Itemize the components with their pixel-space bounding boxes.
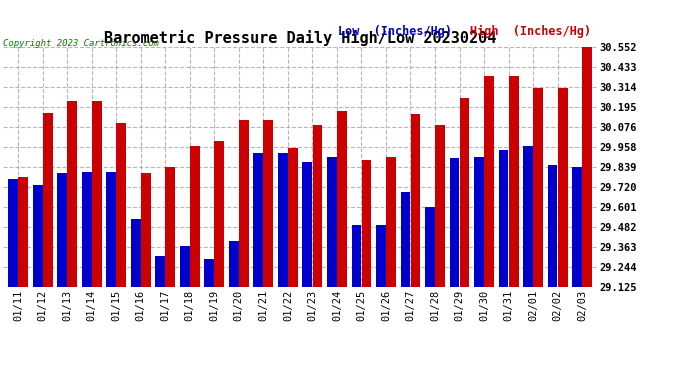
Bar — [362, 160, 371, 287]
Bar — [548, 165, 558, 287]
Bar — [32, 185, 43, 287]
Bar — [450, 158, 460, 287]
Bar — [204, 259, 214, 287]
Bar — [386, 156, 396, 287]
Bar — [18, 177, 28, 287]
Bar — [141, 173, 150, 287]
Bar — [484, 76, 494, 287]
Bar — [68, 101, 77, 287]
Bar — [131, 219, 141, 287]
Bar — [435, 124, 445, 287]
Bar — [376, 225, 386, 287]
Legend: Low  (Inches/Hg), High  (Inches/Hg): Low (Inches/Hg), High (Inches/Hg) — [325, 25, 591, 38]
Bar — [57, 173, 67, 287]
Bar — [190, 147, 199, 287]
Bar — [155, 256, 165, 287]
Bar — [166, 166, 175, 287]
Text: Copyright 2023 Cartronics.com: Copyright 2023 Cartronics.com — [3, 39, 159, 48]
Bar — [302, 162, 313, 287]
Bar — [533, 88, 543, 287]
Bar — [401, 192, 411, 287]
Bar — [499, 150, 509, 287]
Bar — [327, 156, 337, 287]
Title: Barometric Pressure Daily High/Low 20230204: Barometric Pressure Daily High/Low 20230… — [104, 30, 496, 46]
Bar — [474, 156, 484, 287]
Bar — [117, 123, 126, 287]
Bar — [582, 44, 592, 287]
Bar — [523, 147, 533, 287]
Bar — [43, 113, 52, 287]
Bar — [8, 179, 18, 287]
Bar — [239, 120, 249, 287]
Bar — [313, 124, 322, 287]
Bar — [425, 207, 435, 287]
Bar — [229, 241, 239, 287]
Bar — [180, 246, 190, 287]
Bar — [264, 120, 273, 287]
Bar — [460, 98, 469, 287]
Bar — [572, 166, 582, 287]
Bar — [351, 225, 362, 287]
Bar — [337, 111, 347, 287]
Bar — [215, 141, 224, 287]
Bar — [288, 148, 298, 287]
Bar — [253, 153, 264, 287]
Bar — [558, 88, 568, 287]
Bar — [82, 172, 92, 287]
Bar — [92, 101, 101, 287]
Bar — [411, 114, 420, 287]
Bar — [278, 153, 288, 287]
Bar — [509, 76, 518, 287]
Bar — [106, 172, 116, 287]
